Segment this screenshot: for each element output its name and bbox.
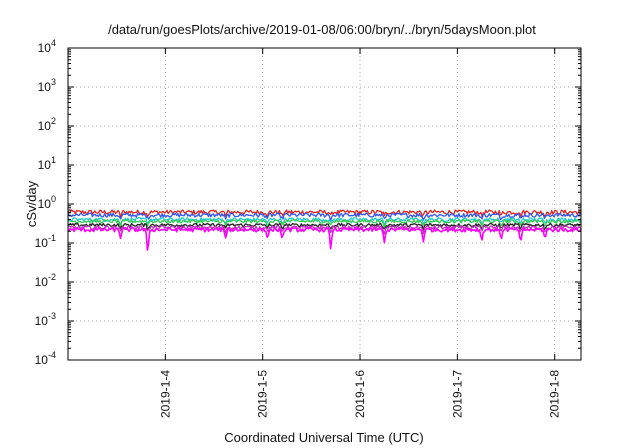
chart-title: /data/run/goesPlots/archive/2019-01-08/0… bbox=[108, 22, 536, 37]
x-axis-title: Coordinated Universal Time (UTC) bbox=[224, 430, 423, 445]
series-line bbox=[67, 209, 582, 219]
x-tick-label: 2019-1-7 bbox=[450, 370, 464, 418]
y-tick-label: 101 bbox=[38, 155, 56, 172]
y-tick-label: 100 bbox=[38, 194, 56, 211]
y-tick-label: 10-2 bbox=[35, 272, 56, 289]
series-line bbox=[67, 212, 582, 222]
y-tick-label: 103 bbox=[38, 77, 56, 94]
y-tick-label: 10-1 bbox=[35, 233, 56, 250]
y-tick-label: 10-4 bbox=[35, 350, 56, 367]
y-tick-label: 10-3 bbox=[35, 311, 56, 328]
x-tick-label: 2019-1-5 bbox=[256, 370, 270, 418]
series-line bbox=[67, 226, 582, 251]
series-layer bbox=[67, 209, 582, 251]
grid-lines bbox=[68, 48, 581, 360]
y-axis-ticks: 10-4 10-3 10-2 10-1 100 101 102 103 104 bbox=[35, 38, 581, 367]
y-tick-label: 104 bbox=[38, 38, 56, 55]
x-tick-label: 2019-1-6 bbox=[353, 370, 367, 418]
y-axis-title: cSv/day bbox=[24, 180, 39, 227]
series-line bbox=[67, 222, 582, 231]
series-line bbox=[67, 219, 582, 229]
y-tick-label: 102 bbox=[38, 116, 56, 133]
x-axis-ticks: 2019-1-4 2019-1-5 2019-1-6 2019-1-7 2019-1-8 bbox=[158, 48, 562, 418]
x-tick-label: 2019-1-8 bbox=[548, 370, 562, 418]
x-tick-label: 2019-1-4 bbox=[158, 370, 172, 418]
